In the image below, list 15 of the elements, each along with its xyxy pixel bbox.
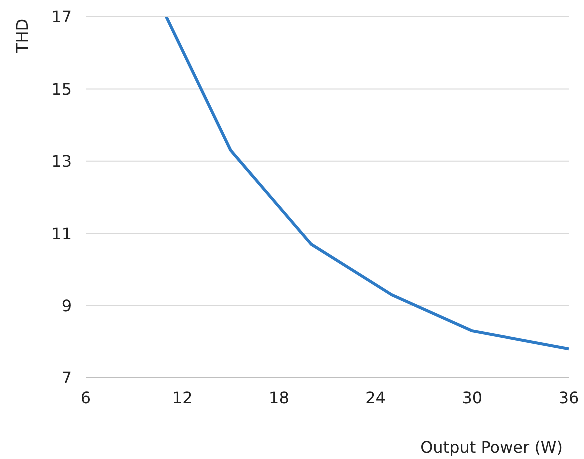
y-tick-label: 15 — [52, 80, 72, 99]
y-tick-label: 13 — [52, 152, 72, 172]
x-axis-title: Output Power (W) — [420, 438, 563, 457]
y-tick-label: 9 — [62, 296, 72, 316]
y-axis-title: THD — [13, 18, 32, 54]
x-tick-label: 18 — [269, 388, 290, 408]
x-tick-label: 24 — [366, 388, 386, 408]
y-tick-label: 11 — [52, 224, 72, 244]
line-series — [165, 17, 569, 351]
x-tick-label: 12 — [172, 388, 193, 408]
x-tick-label: 30 — [462, 388, 483, 408]
y-tick-label: 17 — [52, 8, 72, 27]
y-tick-label: 7 — [62, 368, 72, 388]
x-tick-label: 36 — [558, 388, 580, 408]
x-tick-label: 6 — [80, 388, 92, 408]
